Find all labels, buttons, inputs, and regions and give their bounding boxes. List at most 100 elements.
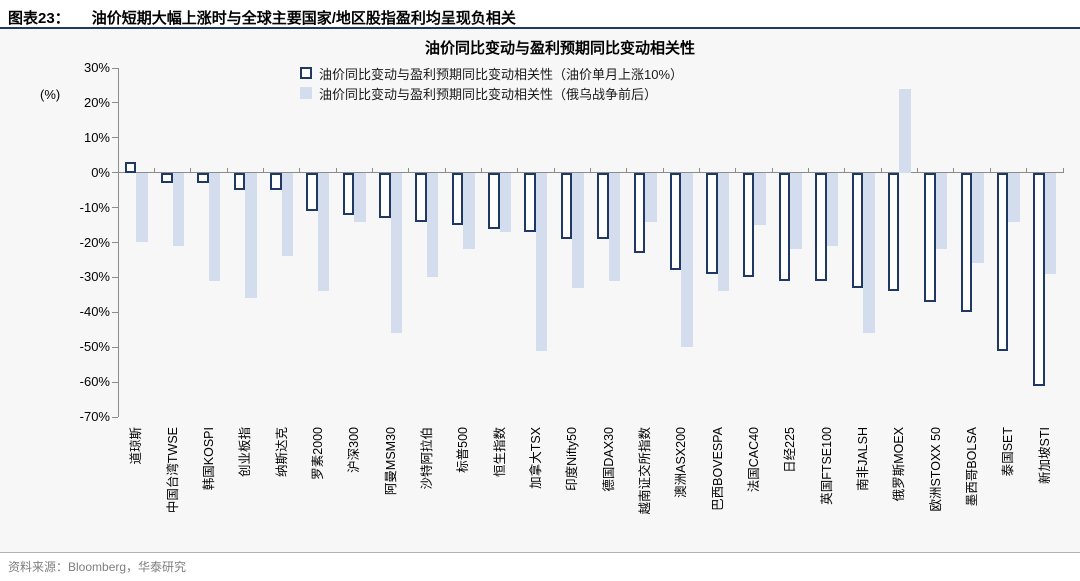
footer-rule <box>0 552 1080 553</box>
x-axis-tick <box>880 167 882 173</box>
bar-oil-up-南非JALSH <box>851 172 864 288</box>
figure-title: 油价短期大幅上涨时与全球主要国家/地区股指盈利均呈现负相关 <box>91 10 516 27</box>
x-category-label: 泰国SET <box>1001 427 1016 477</box>
x-category-label: 印度Nifty50 <box>565 427 580 491</box>
x-category-label: 澳洲ASX200 <box>674 427 689 498</box>
x-axis-tick <box>1026 167 1028 173</box>
y-tick-label: -30% <box>79 269 110 285</box>
bar-war-中国台湾TWSE <box>172 172 185 246</box>
x-axis-tick <box>590 167 591 173</box>
legend-item-russia-ukraine-war: 油价同比变动与盈利预期同比变动相关性（俄乌战争前后） <box>300 83 683 103</box>
bar-oil-up-印度Nifty50 <box>560 172 573 239</box>
y-tick-label: 30% <box>83 60 110 75</box>
header-rule <box>0 27 1080 29</box>
x-category-label: 罗素2000 <box>310 427 325 480</box>
bar-oil-up-新加坡STI <box>1033 172 1045 386</box>
bar-oil-up-越南证交所指数 <box>633 172 646 253</box>
bar-oil-up-澳洲ASX200 <box>669 172 682 271</box>
bar-oil-up-中国台湾TWSE <box>161 172 173 184</box>
bar-oil-up-纳斯达克 <box>270 172 282 191</box>
x-axis-tick <box>262 167 264 173</box>
x-axis-tick <box>989 167 991 173</box>
x-axis-tick <box>408 167 410 173</box>
bar-war-印度Nifty50 <box>572 172 584 288</box>
x-category-label: 俄罗斯MOEX <box>892 427 907 502</box>
y-tick-label: -60% <box>79 374 110 390</box>
bar-war-阿曼MSM30 <box>390 172 403 334</box>
bar-oil-up-恒生指数 <box>488 172 500 229</box>
x-category-label: 沙特阿拉伯 <box>419 427 434 490</box>
x-category-label: 法国CAC40 <box>747 427 762 493</box>
bar-war-加拿大TSX <box>535 172 548 351</box>
y-axis-tick <box>112 416 118 418</box>
bar-war-道琼斯 <box>136 172 148 243</box>
x-axis-tick <box>226 167 228 173</box>
legend-item-label: 油价同比变动与盈利预期同比变动相关性（油价单月上涨10%） <box>319 66 684 82</box>
legend-swatch-hollow-bar <box>300 67 312 79</box>
bar-war-新加坡STI <box>1044 172 1057 274</box>
x-category-label: 欧洲STOXX 50 <box>928 427 943 512</box>
y-axis-tick <box>112 172 118 174</box>
y-axis-tick <box>112 311 118 313</box>
y-axis-tick <box>112 381 118 383</box>
y-tick-label: -50% <box>79 339 110 355</box>
zero-axis-line <box>118 172 1063 174</box>
x-axis-tick <box>190 167 192 173</box>
legend-item-oil-up-10pct: 油价同比变动与盈利预期同比变动相关性（油价单月上涨10%） <box>300 63 683 83</box>
x-axis-tick <box>626 167 628 173</box>
y-axis-tick <box>112 346 118 348</box>
bar-war-墨西哥BOLSA <box>972 172 984 264</box>
x-category-label: 南非JALSH <box>856 427 871 491</box>
x-axis-tick <box>844 167 846 173</box>
x-category-label: 恒生指数 <box>492 427 507 478</box>
x-axis-tick <box>662 167 664 173</box>
x-axis-tick <box>517 167 519 173</box>
y-axis-tick <box>112 67 118 69</box>
bar-oil-up-欧洲STOXX 50 <box>924 172 936 302</box>
x-category-label: 纳斯达克 <box>274 427 289 478</box>
x-axis-tick <box>299 167 301 173</box>
y-axis-tick <box>112 207 118 209</box>
y-tick-label: -20% <box>79 234 110 250</box>
y-axis-tick <box>112 137 118 139</box>
bar-oil-up-墨西哥BOLSA <box>960 172 973 313</box>
bar-war-日经225 <box>790 172 802 250</box>
chart-legend: 油价同比变动与盈利预期同比变动相关性（油价单月上涨10%） 油价同比变动与盈利预… <box>300 63 683 103</box>
x-axis-tick <box>117 167 119 173</box>
y-tick-label: 20% <box>83 94 110 110</box>
y-axis-tick <box>112 102 118 104</box>
figure-header: 图表23： 油价短期大幅上涨时与全球主要国家/地区股指盈利均呈现负相关 <box>8 7 516 28</box>
y-axis-tick <box>112 276 118 278</box>
bar-war-恒生指数 <box>499 172 512 233</box>
bar-war-纳斯达克 <box>281 172 294 257</box>
x-category-label: 加拿大TSX <box>528 427 543 489</box>
bar-war-法国CAC40 <box>754 172 766 226</box>
x-category-label: 英国FTSE100 <box>819 427 834 505</box>
bar-oil-up-标普500 <box>451 172 464 226</box>
x-category-label: 阿曼MSM30 <box>383 427 398 496</box>
source-text: 资料来源：Bloomberg，华泰研究 <box>8 560 187 574</box>
y-tick-label: 0% <box>91 164 110 180</box>
x-axis-tick <box>735 167 737 173</box>
legend-item-label: 油价同比变动与盈利预期同比变动相关性（俄乌战争前后） <box>319 86 658 102</box>
x-axis-tick <box>1062 167 1064 173</box>
x-axis-tick <box>771 167 773 173</box>
x-category-label: 新加坡STI <box>1037 427 1052 484</box>
figure-label: 图表23： <box>8 10 70 27</box>
bar-oil-up-道琼斯 <box>124 162 137 173</box>
bar-oil-up-加拿大TSX <box>524 172 536 233</box>
bar-oil-up-俄罗斯MOEX <box>887 172 900 292</box>
x-axis-tick <box>335 167 337 173</box>
bar-oil-up-沙特阿拉伯 <box>415 172 427 222</box>
y-axis-tick <box>112 242 118 243</box>
bar-war-泰国SET <box>1008 172 1020 222</box>
bar-war-澳洲ASX200 <box>681 172 693 348</box>
x-axis-tick <box>699 167 701 173</box>
chart-title: 油价同比变动与盈利预期同比变动相关性 <box>424 40 695 57</box>
x-axis-tick <box>953 167 955 173</box>
x-category-label: 日经225 <box>783 427 798 473</box>
bar-war-沙特阿拉伯 <box>426 172 439 278</box>
y-axis-spine <box>118 68 119 417</box>
y-tick-label: -70% <box>79 409 110 424</box>
